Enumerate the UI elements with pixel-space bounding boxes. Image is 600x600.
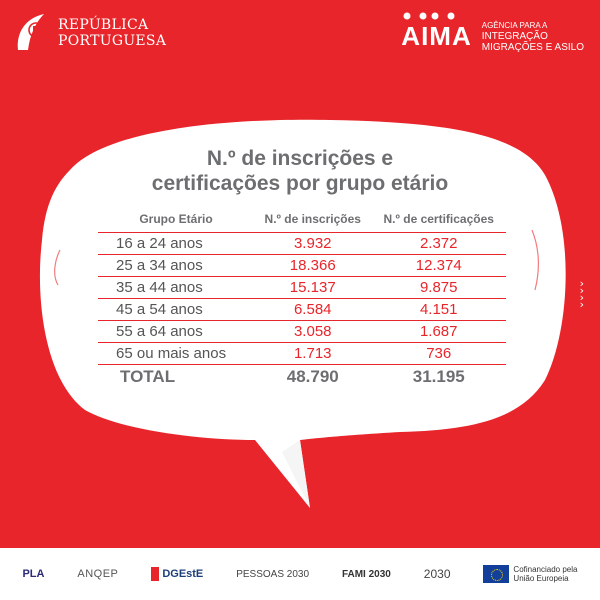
- gov-name-line2: PORTUGUESA: [58, 33, 167, 49]
- age-group: 55 a 64 anos: [98, 320, 255, 343]
- dgeste-square-icon: [151, 567, 160, 581]
- pessoas-logo: PESSOAS 2030: [236, 569, 309, 580]
- inscricoes-value: 3.058: [254, 320, 372, 343]
- table-row: 16 a 24 anos 3.932 2.372: [98, 232, 506, 255]
- age-group: 35 a 44 anos: [98, 276, 255, 299]
- age-group: 25 a 34 anos: [98, 254, 255, 277]
- header-age-group: Grupo Etário: [139, 212, 213, 226]
- age-group: 65 ou mais anos: [98, 342, 255, 365]
- table-header-row: Grupo Etário N.º de inscrições N.º de ce…: [98, 208, 506, 233]
- pla-logo: PLA: [22, 568, 44, 580]
- pla-logo-text: PLA: [22, 568, 45, 580]
- certificacoes-value: 736: [371, 342, 506, 365]
- certificacoes-value: 4.151: [371, 298, 506, 321]
- age-group: 45 a 54 anos: [98, 298, 255, 321]
- inscricoes-value: 1.713: [254, 342, 372, 365]
- chevrons-icon: › › › ›: [579, 277, 584, 311]
- inscricoes-value: 3.932: [254, 232, 372, 255]
- pessoas-logo-text: PESSOAS 2030: [236, 568, 310, 580]
- dgeste-logo: DGEstE: [151, 567, 203, 581]
- agency-logo: AIMA AGÊNCIA PARA A INTEGRAÇÃO MIGRAÇÕES…: [401, 12, 584, 53]
- gov-logo: REPÚBLICA PORTUGUESA: [14, 12, 166, 54]
- certificacoes-value: 1.687: [371, 320, 506, 343]
- table-row: 55 a 64 anos 3.058 1.687: [98, 320, 506, 343]
- eu-logo: Cofinanciado pela União Europeia: [483, 565, 577, 583]
- table-row: 45 a 54 anos 6.584 4.151: [98, 298, 506, 321]
- table-row: 25 a 34 anos 18.366 12.374: [98, 254, 506, 277]
- dgeste-logo-text: DGEstE: [162, 568, 204, 580]
- gov-name: REPÚBLICA PORTUGUESA: [58, 17, 166, 49]
- total-inscricoes: 48.790: [254, 364, 372, 389]
- title-line2: certificações por grupo etário: [151, 172, 449, 195]
- coat-of-arms-icon: [17, 14, 44, 50]
- certificacoes-value: 2.372: [371, 232, 506, 255]
- table-row: 35 a 44 anos 15.137 9.875: [98, 276, 506, 299]
- agency-tag-line2: INTEGRAÇÃO: [481, 31, 548, 42]
- table-total-row: TOTAL 48.790 31.195: [98, 364, 506, 389]
- anqep-logo: ANQEP: [77, 568, 118, 580]
- agency-tag-line3: MIGRAÇÕES E ASILO: [481, 42, 584, 53]
- eu-line1: Cofinanciado pela: [513, 565, 578, 574]
- chart-title: N.º de inscrições e certificações por gr…: [130, 146, 470, 196]
- anqep-logo-text: ANQEP: [77, 568, 119, 580]
- agency-word-text: AIMA: [401, 21, 472, 51]
- total-certificacoes: 31.195: [371, 364, 506, 389]
- inscricoes-value: 6.584: [254, 298, 372, 321]
- agency-tag-line1: AGÊNCIA PARA A: [481, 21, 548, 30]
- header-inscricoes: N.º de inscrições: [264, 212, 361, 226]
- agency-tagline: AGÊNCIA PARA A INTEGRAÇÃO MIGRAÇÕES E AS…: [482, 20, 584, 53]
- eu-line2: União Europeia: [513, 574, 569, 583]
- header-certificacoes: N.º de certificações: [383, 212, 494, 226]
- portugal-2030-logo: 2030: [424, 567, 451, 581]
- data-table: Grupo Etário N.º de inscrições N.º de ce…: [98, 208, 506, 389]
- gov-name-line1: REPÚBLICA: [58, 17, 149, 33]
- eu-flag-icon: [483, 565, 510, 583]
- inscricoes-value: 18.366: [254, 254, 372, 277]
- certificacoes-value: 9.875: [371, 276, 506, 299]
- title-line1: N.º de inscrições e: [206, 147, 394, 170]
- fami-logo: FAMI 2030: [342, 569, 391, 580]
- certificacoes-value: 12.374: [371, 254, 506, 277]
- footer-logos: PLA ANQEP DGEstE PESSOAS 2030 FAMI 2030 …: [0, 548, 600, 600]
- agency-word: AIMA: [401, 12, 472, 52]
- fami-logo-text: FAMI 2030: [341, 568, 391, 580]
- inscricoes-value: 15.137: [254, 276, 372, 299]
- age-group: 16 a 24 anos: [98, 232, 255, 255]
- table-row: 65 ou mais anos 1.713 736: [98, 342, 506, 365]
- total-label: TOTAL: [98, 364, 255, 389]
- agency-dots-icon: [403, 12, 455, 20]
- portugal-2030-text: 2030: [423, 567, 451, 581]
